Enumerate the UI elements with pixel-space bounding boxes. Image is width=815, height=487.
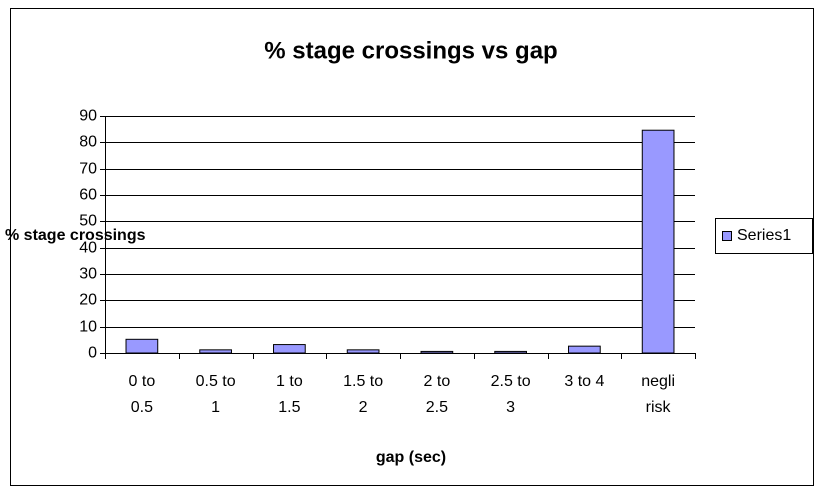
y-tick-label: 0: [88, 345, 97, 362]
x-tick-label: negli risk: [641, 373, 676, 416]
y-tick-label: 60: [79, 187, 97, 204]
bar: [346, 349, 380, 354]
legend-label: Series1: [737, 227, 791, 244]
x-tick-label: 3 to 4: [564, 373, 605, 390]
y-tick-label: 30: [79, 266, 97, 283]
bar: [125, 338, 159, 354]
y-tick-label: 70: [79, 161, 97, 178]
x-tick-label: 1 to 1.5: [276, 373, 303, 416]
x-tick-label: 2 to 2.5: [423, 373, 451, 416]
y-tick-label: 40: [79, 240, 97, 257]
chart-title: % stage crossings vs gap: [264, 37, 557, 64]
x-tick-label: 1.5 to 2: [343, 373, 384, 416]
y-tick-label: 20: [79, 292, 97, 309]
legend-swatch: [722, 231, 732, 241]
x-tick-label: 2.5 to 3: [490, 373, 531, 416]
y-axis-label: % stage crossings: [5, 227, 146, 244]
bar: [273, 344, 306, 354]
x-axis-label: gap (sec): [376, 449, 446, 466]
bar: [568, 345, 601, 354]
y-tick-label: 80: [79, 134, 97, 151]
bar: [494, 350, 527, 354]
x-tick-label: 0.5 to 1: [195, 373, 236, 416]
chart-frame: [10, 8, 814, 486]
y-tick-label: 90: [79, 108, 97, 125]
bar: [641, 129, 675, 354]
y-tick-label: 10: [79, 319, 97, 336]
y-tick-label: 50: [79, 213, 97, 230]
x-tick-label: 0 to 0.5: [128, 373, 156, 416]
bar: [420, 350, 454, 354]
bar: [199, 349, 232, 354]
